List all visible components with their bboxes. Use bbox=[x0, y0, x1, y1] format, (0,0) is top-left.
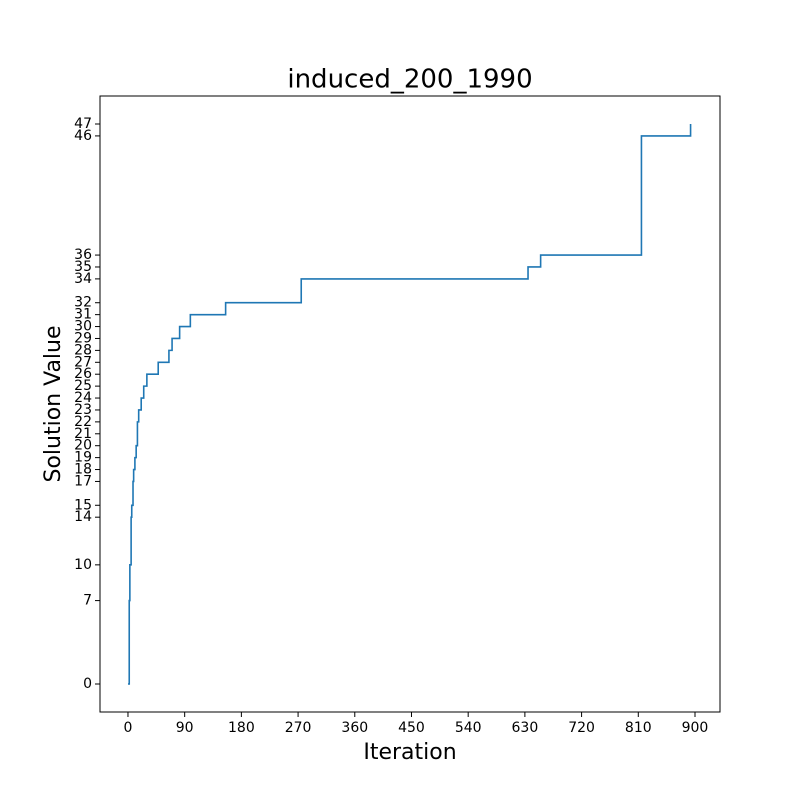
y-axis-label: Solution Value bbox=[41, 325, 66, 482]
y-tick-label: 27 bbox=[74, 354, 92, 370]
x-tick-label: 630 bbox=[512, 720, 539, 736]
y-tick-label: 22 bbox=[74, 414, 92, 430]
y-tick-label: 30 bbox=[74, 319, 92, 335]
x-tick-label: 90 bbox=[176, 720, 194, 736]
y-tick-label: 17 bbox=[74, 473, 92, 489]
x-tick-label: 540 bbox=[455, 720, 482, 736]
x-tick-label: 0 bbox=[124, 720, 133, 736]
y-tick-label: 23 bbox=[74, 402, 92, 418]
chart-title: induced_200_1990 bbox=[287, 65, 532, 95]
x-tick-label: 900 bbox=[682, 720, 709, 736]
y-tick-label: 36 bbox=[74, 247, 92, 263]
y-tick-label: 34 bbox=[74, 271, 92, 287]
x-tick-label: 810 bbox=[625, 720, 652, 736]
y-tick-label: 32 bbox=[74, 295, 92, 311]
x-tick-label: 180 bbox=[228, 720, 255, 736]
y-tick-label: 0 bbox=[83, 676, 92, 692]
y-tick-label: 31 bbox=[74, 307, 92, 323]
y-tick-label: 28 bbox=[74, 342, 92, 358]
y-tick-label: 26 bbox=[74, 366, 92, 382]
y-tick-label: 47 bbox=[74, 116, 92, 132]
x-tick-label: 270 bbox=[285, 720, 312, 736]
y-tick-label: 18 bbox=[74, 462, 92, 478]
y-tick-label: 24 bbox=[74, 390, 92, 406]
y-tick-label: 15 bbox=[74, 497, 92, 513]
y-tick-label: 10 bbox=[74, 557, 92, 573]
y-tick-label: 19 bbox=[74, 450, 92, 466]
y-tick-label: 21 bbox=[74, 426, 92, 442]
plot-frame bbox=[99, 95, 721, 713]
line-series bbox=[127, 124, 692, 685]
y-tick-label: 29 bbox=[74, 330, 92, 346]
x-axis-label: Iteration bbox=[363, 740, 456, 765]
x-tick-label: 720 bbox=[568, 720, 595, 736]
y-tick-label: 35 bbox=[74, 259, 92, 275]
y-tick-label: 20 bbox=[74, 438, 92, 454]
x-tick-label: 360 bbox=[341, 720, 368, 736]
y-tick-label: 25 bbox=[74, 378, 92, 394]
y-tick-label: 46 bbox=[74, 128, 92, 144]
y-tick-label: 14 bbox=[74, 509, 92, 525]
y-tick-label: 7 bbox=[83, 593, 92, 609]
x-tick-label: 450 bbox=[398, 720, 425, 736]
